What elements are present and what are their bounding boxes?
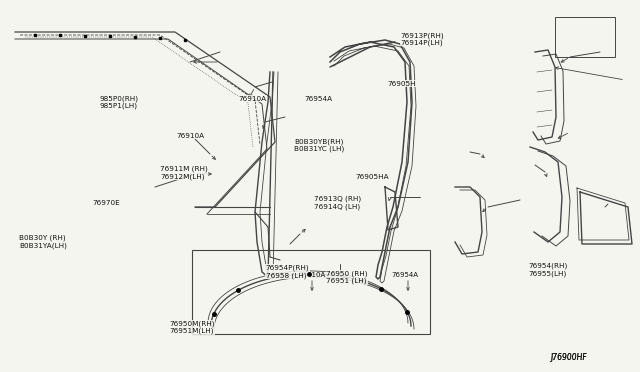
Text: 76913Q (RH)
76914Q (LH): 76913Q (RH) 76914Q (LH) (314, 196, 361, 210)
Bar (555, 17, 615, 57)
Text: 76970E: 76970E (93, 200, 120, 206)
Text: 76911M (RH)
76912M(LH): 76911M (RH) 76912M(LH) (160, 166, 208, 180)
Text: 76905H: 76905H (387, 81, 416, 87)
Text: 76950M(RH)
76951M(LH): 76950M(RH) 76951M(LH) (170, 320, 215, 334)
Text: 76910A: 76910A (239, 96, 267, 102)
Text: 76950 (RH)
76951 (LH): 76950 (RH) 76951 (LH) (326, 270, 368, 284)
Text: 76905HA: 76905HA (355, 174, 389, 180)
Text: 76954(RH)
76955(LH): 76954(RH) 76955(LH) (528, 263, 567, 277)
Text: 76954A: 76954A (392, 272, 419, 278)
Text: J76900HF: J76900HF (550, 353, 587, 362)
Text: 985P0(RH)
985P1(LH): 985P0(RH) 985P1(LH) (99, 95, 138, 109)
Text: 76910A: 76910A (298, 272, 326, 278)
Text: B0B30Y (RH)
B0B31YA(LH): B0B30Y (RH) B0B31YA(LH) (19, 235, 67, 249)
Text: 76954A: 76954A (304, 96, 332, 102)
Text: B0B30YB(RH)
B0B31YC (LH): B0B30YB(RH) B0B31YC (LH) (294, 138, 345, 152)
Text: 76910A: 76910A (176, 133, 204, 139)
Bar (192, 250, 430, 334)
Text: 76954P(RH)
76958 (LH): 76954P(RH) 76958 (LH) (266, 264, 309, 279)
Text: 76913P(RH)
76914P(LH): 76913P(RH) 76914P(LH) (400, 32, 444, 46)
Text: J76900HF: J76900HF (550, 353, 587, 362)
